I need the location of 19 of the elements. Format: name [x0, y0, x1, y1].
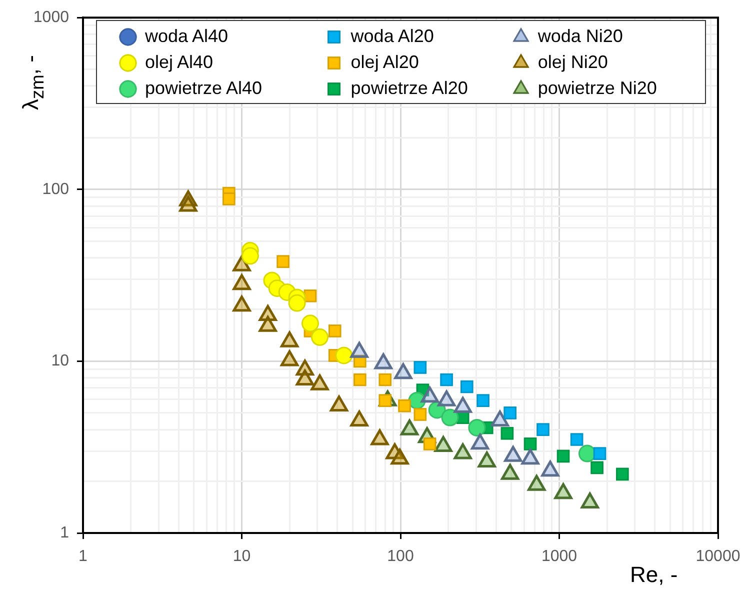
legend-label: woda Al20 — [350, 26, 434, 46]
legend-label: woda Ni20 — [538, 26, 623, 46]
legend-label: woda Al40 — [145, 26, 228, 46]
x-tick-label: 1 — [78, 548, 88, 566]
legend-label: powietrze Al40 — [145, 78, 262, 98]
legend-label: powietrze Al20 — [350, 78, 468, 98]
y-tick-label: 1 — [60, 524, 70, 542]
x-tick-label: 10 — [232, 548, 251, 566]
legend-label: olej Ni20 — [538, 52, 608, 72]
x-tick-label: 100 — [387, 548, 414, 566]
y-tick-label: 100 — [42, 180, 70, 198]
legend-label: olej Al20 — [350, 52, 419, 72]
x-axis-title: Re, - — [630, 562, 678, 588]
y-tick-label: 10 — [51, 352, 70, 370]
legend-label: powietrze Ni20 — [538, 78, 657, 98]
legend-label: olej Al40 — [145, 52, 214, 72]
x-tick-label: 10000 — [696, 548, 740, 566]
y-tick-label: 1000 — [33, 9, 70, 26]
x-tick-label: 1000 — [541, 548, 578, 566]
